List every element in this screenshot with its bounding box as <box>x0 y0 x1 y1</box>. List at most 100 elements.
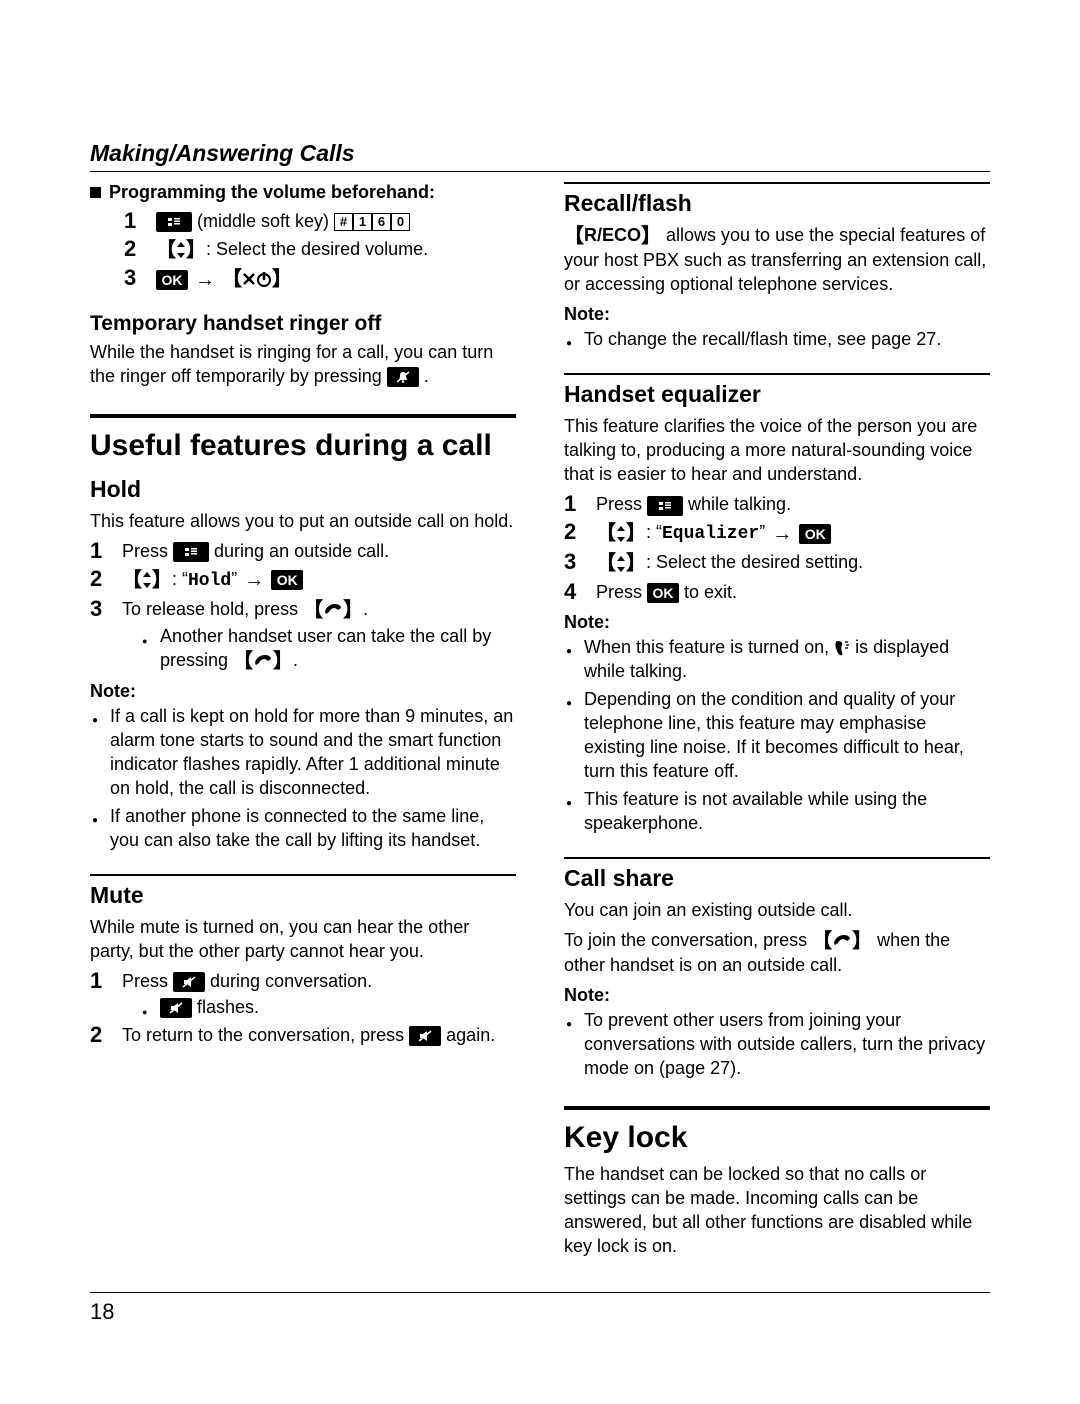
note-label: Note: <box>564 985 990 1006</box>
step-body: 【】: “Hold” → OK <box>122 567 516 593</box>
step-body: Press OK to exit. <box>596 580 990 604</box>
ok-key-icon: OK <box>156 270 188 290</box>
right-column: Recall/flash 【R/ECO】 allows you to use t… <box>564 182 990 1264</box>
step-number: 2 <box>90 1023 106 1047</box>
subsection-rule <box>564 182 990 184</box>
step-body: 【】: “Equalizer” → OK <box>596 520 990 546</box>
step-body: Press during an outside call. <box>122 539 516 563</box>
menu-soft-key-icon <box>173 542 209 562</box>
subsection-rule <box>90 874 516 876</box>
eq-note-3: This feature is not available while usin… <box>564 787 990 835</box>
hold-intro: This feature allows you to put an outsid… <box>90 509 516 533</box>
temp-ringer-body: While the handset is ringing for a call,… <box>90 342 493 386</box>
section-header: Making/Answering Calls <box>90 140 990 167</box>
nav-up-down-icon <box>176 242 186 258</box>
step-body: OK → 【】 <box>156 266 516 291</box>
eq-note1a: When this feature is turned on, <box>584 637 834 657</box>
hold-sub-bullet: Another handset user can take the call b… <box>142 624 516 673</box>
subsection-rule <box>564 373 990 375</box>
step-number: 3 <box>564 550 580 574</box>
callshare-l2a: To join the conversation, press <box>564 930 812 950</box>
hold-sub-text: Another handset user can take the call b… <box>160 626 491 670</box>
mute-s1b: during conversation. <box>205 971 372 991</box>
note-label: Note: <box>564 304 990 325</box>
zero-key: 0 <box>391 213 410 231</box>
mute-s1a: Press <box>122 971 173 991</box>
arrow-icon: → <box>772 523 792 545</box>
talk-handset-icon <box>832 934 852 948</box>
callshare-l2: To join the conversation, press 【】 when … <box>564 928 990 977</box>
hold-note-2: If another phone is connected to the sam… <box>90 804 516 852</box>
hold-note-1: If a call is kept on hold for more than … <box>90 704 516 800</box>
eq-s4a: Press <box>596 582 647 602</box>
nav-up-down-icon <box>616 526 626 542</box>
step-number: 1 <box>124 209 140 233</box>
mute-sub-bullet: flashes. <box>142 995 516 1019</box>
step-body: To return to the conversation, press aga… <box>122 1023 516 1047</box>
header-rule <box>90 171 990 172</box>
off-power-icon <box>242 272 272 288</box>
mute-sub-text: flashes. <box>192 997 259 1017</box>
left-column: Programming the volume beforehand: 1 (mi… <box>90 182 516 1264</box>
step-number: 1 <box>90 969 106 993</box>
eq-s1a: Press <box>596 494 647 514</box>
eq-s4b: to exit. <box>679 582 737 602</box>
mute-key-icon <box>409 1026 441 1046</box>
step-body: 【】: Select the desired volume. <box>156 237 516 262</box>
nav-up-down-icon <box>142 572 152 588</box>
step-body: Press while talking. <box>596 492 990 516</box>
hold-s1b: during an outside call. <box>209 541 389 561</box>
note-label: Note: <box>90 681 516 702</box>
step-number: 2 <box>90 567 106 591</box>
step1-text: (middle soft key) <box>192 211 334 231</box>
eq-heading: Handset equalizer <box>564 381 990 408</box>
prog-volume-heading: Programming the volume beforehand: <box>90 182 516 203</box>
mute-s2a: To return to the conversation, press <box>122 1025 409 1045</box>
hold-code: Hold <box>188 571 231 591</box>
section-rule <box>564 1106 990 1110</box>
step-body: Press during conversation. flashes. <box>122 969 516 1019</box>
menu-soft-key-icon <box>156 212 192 232</box>
callshare-heading: Call share <box>564 865 990 892</box>
ringer-off-key-icon <box>387 367 419 387</box>
step-number: 1 <box>564 492 580 516</box>
step-number: 2 <box>124 237 140 261</box>
recall-text: 【R/ECO】 allows you to use the special fe… <box>564 223 990 296</box>
six-key: 6 <box>372 213 391 231</box>
ok-key-icon: OK <box>647 583 679 603</box>
step-number: 2 <box>564 520 580 544</box>
mute-heading: Mute <box>90 882 516 909</box>
menu-soft-key-icon <box>647 496 683 516</box>
eq-intro: This feature clarifies the voice of the … <box>564 414 990 486</box>
note-label: Note: <box>564 612 990 633</box>
hold-s3: To release hold, press <box>122 599 303 619</box>
mute-key-icon <box>173 972 205 992</box>
temp-ringer-text: While the handset is ringing for a call,… <box>90 340 516 388</box>
step2-text: : Select the desired volume. <box>206 239 428 259</box>
step-number: 3 <box>90 597 106 621</box>
eq-note-1: When this feature is turned on, is displ… <box>564 635 990 683</box>
step-body: (middle soft key) #160 <box>156 209 516 233</box>
recall-heading: Recall/flash <box>564 190 990 217</box>
mute-key-icon <box>160 998 192 1018</box>
step-number: 4 <box>564 580 580 604</box>
recall-note: To change the recall/flash time, see pag… <box>564 327 990 351</box>
reco-key-label: R/ECO <box>584 225 641 245</box>
mute-s2b: again. <box>441 1025 495 1045</box>
arrow-icon: → <box>195 269 215 291</box>
temp-ringer-heading: Temporary handset ringer off <box>90 312 516 336</box>
arrow-icon: → <box>244 569 264 591</box>
talk-handset-icon <box>323 603 343 617</box>
ok-key-icon: OK <box>799 524 831 544</box>
keylock-text: The handset can be locked so that no cal… <box>564 1162 990 1258</box>
eq-s1b: while talking. <box>683 494 791 514</box>
hold-s1a: Press <box>122 541 173 561</box>
prog-volume-title: Programming the volume beforehand: <box>109 182 435 203</box>
square-bullet-icon <box>90 187 101 198</box>
subsection-rule <box>564 857 990 859</box>
step-body: To release hold, press 【】. Another hands… <box>122 597 516 674</box>
talk-handset-icon <box>253 654 273 668</box>
one-key: 1 <box>353 213 372 231</box>
step-number: 1 <box>90 539 106 563</box>
hold-heading: Hold <box>90 476 516 503</box>
